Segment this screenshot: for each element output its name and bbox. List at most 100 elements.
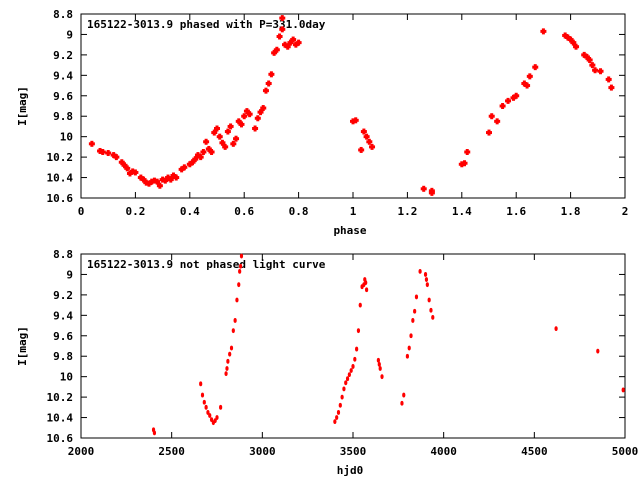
data-point bbox=[233, 135, 240, 142]
y-tick-label: 10.4 bbox=[47, 172, 74, 185]
data-point bbox=[621, 387, 625, 393]
data-point bbox=[532, 64, 539, 71]
data-point bbox=[235, 297, 239, 303]
data-point bbox=[338, 402, 342, 408]
data-point bbox=[105, 150, 112, 157]
axis-ticks-unphased: 2000 2500 3000 3500 4000 4500 5000 8.8 9 9.2 9.4 9.… bbox=[47, 248, 639, 458]
x-tick-label: 1.4 bbox=[452, 205, 472, 218]
data-point bbox=[213, 418, 217, 424]
data-point bbox=[222, 143, 229, 150]
chart-title-unphased: 165122-3013.9 not phased light curve bbox=[87, 258, 326, 271]
data-point bbox=[608, 84, 615, 91]
data-point bbox=[206, 410, 210, 415]
data-point bbox=[597, 68, 604, 75]
data-point bbox=[167, 176, 174, 183]
y-tick-label: 10 bbox=[60, 371, 73, 384]
y-tick-label: 9.8 bbox=[53, 110, 73, 123]
data-point bbox=[238, 268, 242, 274]
data-point bbox=[586, 57, 593, 63]
data-point bbox=[238, 121, 245, 128]
data-point bbox=[211, 129, 218, 136]
x-tick-label: 2 bbox=[622, 205, 629, 218]
data-point bbox=[216, 133, 223, 140]
data-point bbox=[230, 140, 237, 147]
data-point bbox=[273, 46, 280, 53]
x-tick-label: 5000 bbox=[612, 445, 639, 458]
data-point bbox=[99, 149, 106, 155]
data-point bbox=[429, 307, 433, 313]
data-point bbox=[427, 297, 431, 303]
data-points-unphased bbox=[151, 253, 625, 436]
data-point bbox=[407, 345, 411, 351]
y-tick-label: 10.2 bbox=[47, 151, 74, 164]
data-point bbox=[592, 67, 599, 74]
x-tick-label: 2000 bbox=[68, 445, 95, 458]
y-tick-label: 8.8 bbox=[53, 248, 73, 261]
x-tick-label: 0.8 bbox=[289, 205, 309, 218]
x-axis-label-hjd0: hjd0 bbox=[337, 464, 364, 477]
data-point bbox=[364, 280, 368, 286]
data-point bbox=[494, 118, 501, 125]
x-tick-label: 0 bbox=[78, 205, 85, 218]
data-point bbox=[276, 33, 283, 40]
data-point bbox=[219, 139, 226, 146]
data-point bbox=[208, 149, 215, 155]
data-point bbox=[226, 358, 230, 364]
data-point bbox=[237, 282, 241, 288]
data-point bbox=[431, 314, 435, 320]
data-point bbox=[124, 165, 131, 172]
data-point bbox=[505, 97, 512, 104]
data-point bbox=[554, 326, 558, 332]
data-point bbox=[358, 302, 362, 308]
data-point bbox=[215, 415, 219, 420]
data-point bbox=[351, 364, 355, 369]
data-point bbox=[279, 26, 286, 33]
data-point bbox=[352, 117, 359, 124]
data-point bbox=[486, 129, 492, 136]
data-point bbox=[173, 174, 180, 181]
data-point bbox=[414, 294, 419, 300]
data-point bbox=[596, 348, 600, 354]
data-point bbox=[345, 376, 350, 382]
data-point bbox=[363, 133, 370, 140]
data-point bbox=[342, 386, 346, 392]
data-point bbox=[380, 374, 384, 380]
data-point bbox=[192, 156, 199, 163]
data-point bbox=[424, 277, 429, 282]
data-point bbox=[219, 404, 223, 410]
data-point bbox=[347, 372, 351, 378]
x-tick-label: 0.2 bbox=[125, 205, 145, 218]
data-point bbox=[413, 308, 417, 314]
y-tick-label: 8.8 bbox=[53, 8, 73, 21]
data-point bbox=[376, 357, 380, 363]
y-tick-label: 9.2 bbox=[53, 49, 73, 62]
phased-light-curve-panel: 165122-3013.9 phased with P=331.0day pha… bbox=[16, 8, 628, 237]
data-point bbox=[202, 399, 206, 405]
data-point bbox=[420, 185, 427, 192]
data-point bbox=[365, 287, 369, 293]
x-tick-label: 0.6 bbox=[234, 205, 254, 218]
x-tick-label: 1.6 bbox=[506, 205, 526, 218]
data-point bbox=[423, 272, 428, 277]
data-point bbox=[224, 128, 231, 135]
data-point bbox=[208, 413, 212, 418]
data-point bbox=[295, 39, 302, 46]
y-tick-label: 9 bbox=[66, 28, 73, 41]
x-tick-label: 1.8 bbox=[561, 205, 581, 218]
data-point bbox=[154, 178, 161, 185]
data-point bbox=[573, 43, 580, 50]
y-tick-label: 10 bbox=[60, 131, 73, 144]
data-point bbox=[400, 400, 404, 406]
y-axis-label-unphased: I[mag] bbox=[16, 326, 29, 366]
data-point bbox=[526, 73, 533, 80]
data-point bbox=[156, 182, 163, 189]
y-tick-label: 9.4 bbox=[53, 309, 73, 322]
y-tick-label: 10.4 bbox=[47, 412, 74, 425]
data-point bbox=[225, 366, 229, 371]
data-point bbox=[199, 381, 203, 387]
data-point bbox=[360, 128, 367, 135]
data-point bbox=[239, 253, 244, 259]
plot-frame-unphased bbox=[80, 253, 626, 439]
data-point bbox=[461, 160, 468, 167]
data-point bbox=[353, 356, 357, 362]
